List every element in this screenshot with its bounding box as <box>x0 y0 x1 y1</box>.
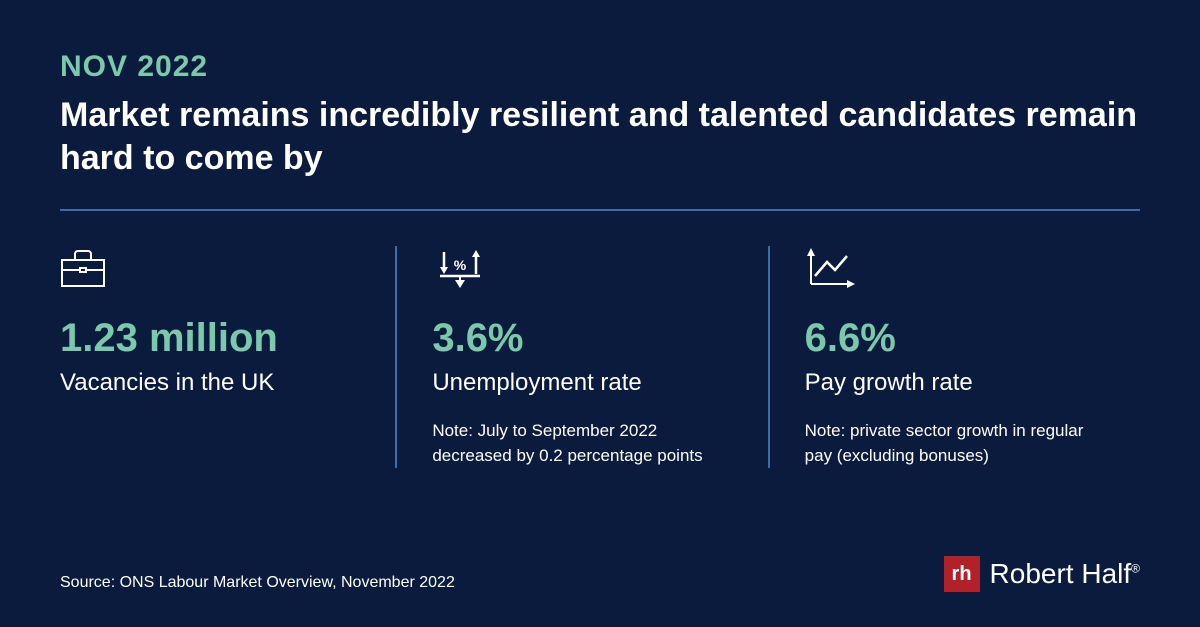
stat-value: 1.23 million <box>60 316 355 361</box>
logo-badge: rh <box>944 556 980 592</box>
stat-vacancies: 1.23 million Vacancies in the UK <box>60 246 395 468</box>
stat-label: Vacancies in the UK <box>60 369 355 397</box>
stat-label: Pay growth rate <box>805 369 1100 397</box>
briefcase-icon <box>60 246 355 296</box>
stat-value: 3.6% <box>432 316 727 361</box>
headline: Market remains incredibly resilient and … <box>60 94 1140 179</box>
stats-row: 1.23 million Vacancies in the UK % 3.6% … <box>60 246 1140 468</box>
logo-registered: ® <box>1131 562 1140 576</box>
logo-name: Robert Half® <box>990 558 1140 590</box>
brand-logo: rh Robert Half® <box>944 556 1140 592</box>
balance-percent-icon: % <box>432 246 727 296</box>
svg-text:%: % <box>454 257 467 273</box>
growth-chart-icon <box>805 246 1100 296</box>
stat-paygrowth: 6.6% Pay growth rate Note: private secto… <box>768 246 1140 468</box>
logo-name-text: Robert Half <box>990 558 1132 589</box>
footer: Source: ONS Labour Market Overview, Nove… <box>60 556 1140 592</box>
stat-note: Note: July to September 2022 decreased b… <box>432 419 727 468</box>
header-divider <box>60 209 1140 211</box>
stat-unemployment: % 3.6% Unemployment rate Note: July to S… <box>395 246 767 468</box>
stat-value: 6.6% <box>805 316 1100 361</box>
stat-label: Unemployment rate <box>432 369 727 397</box>
report-date: NOV 2022 <box>60 50 1140 84</box>
source-text: Source: ONS Labour Market Overview, Nove… <box>60 574 455 592</box>
stat-note: Note: private sector growth in regular p… <box>805 419 1100 468</box>
